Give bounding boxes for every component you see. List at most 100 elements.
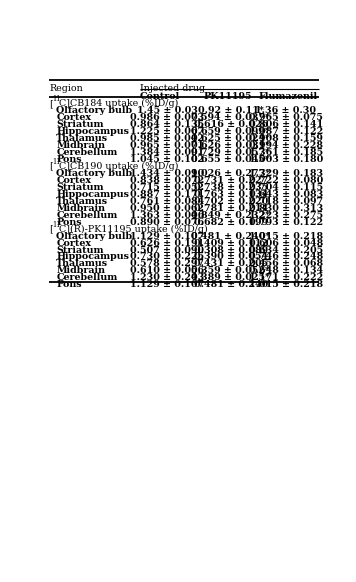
Text: 0.781 ± 0.214: 0.781 ± 0.214: [194, 204, 268, 212]
Text: 1.129 ± 0.107: 1.129 ± 0.107: [130, 232, 204, 240]
Text: 0.793 ± 0.122: 0.793 ± 0.122: [249, 218, 323, 226]
Text: 0.481 ± 0.240*: 0.481 ± 0.240*: [191, 232, 270, 240]
Text: 1.363 ± 0.046: 1.363 ± 0.046: [130, 211, 204, 219]
Text: C]CB190 uptake (%ID/g): C]CB190 uptake (%ID/g): [59, 162, 178, 171]
Text: 1.003 ± 0.180: 1.003 ± 0.180: [249, 155, 323, 164]
Text: 1.230 ± 0.243: 1.230 ± 0.243: [130, 274, 204, 282]
Text: 0.578 ± 0.297: 0.578 ± 0.297: [130, 260, 204, 268]
Text: 1.225 ± 0.067: 1.225 ± 0.067: [130, 127, 204, 136]
Text: 1.129 ± 0.107: 1.129 ± 0.107: [130, 281, 204, 289]
Text: Midbrain: Midbrain: [56, 267, 105, 275]
Text: 0.729 ± 0.057*: 0.729 ± 0.057*: [191, 148, 270, 157]
Text: 0.625 ± 0.024*: 0.625 ± 0.024*: [191, 134, 270, 143]
Text: Midbrain: Midbrain: [56, 141, 105, 150]
Text: 11: 11: [52, 95, 61, 104]
Text: 0.626 ± 0.031*: 0.626 ± 0.031*: [191, 141, 270, 150]
Text: C](R)-PK11195 uptake (%ID/g): C](R)-PK11195 uptake (%ID/g): [59, 225, 207, 233]
Text: 0.507 ± 0.090: 0.507 ± 0.090: [130, 246, 204, 254]
Text: 0.986 ± 0.073: 0.986 ± 0.073: [130, 113, 204, 122]
Text: 0.965 ± 0.075: 0.965 ± 0.075: [249, 113, 323, 122]
Text: Cortex: Cortex: [56, 113, 91, 122]
Text: Cerebellum: Cerebellum: [56, 274, 117, 282]
Text: 0.715 ± 0.052: 0.715 ± 0.052: [130, 183, 204, 192]
Text: Olfactory bulb: Olfactory bulb: [56, 232, 132, 240]
Text: 1.045 ± 0.102: 1.045 ± 0.102: [130, 155, 204, 164]
Text: Injected drug: Injected drug: [140, 84, 205, 93]
Text: 0.659 ± 0.099*: 0.659 ± 0.099*: [192, 127, 270, 136]
Text: [: [: [49, 99, 53, 108]
Text: Region: Region: [49, 84, 83, 93]
Text: Pons: Pons: [56, 218, 82, 226]
Text: Flumazenil: Flumazenil: [258, 93, 318, 101]
Text: Thalamus: Thalamus: [56, 260, 109, 268]
Text: 0.864 ± 0.135: 0.864 ± 0.135: [130, 120, 204, 129]
Text: Midbrain: Midbrain: [56, 204, 105, 212]
Text: 1.171 ± 0.222: 1.171 ± 0.222: [249, 274, 323, 282]
Text: Striatum: Striatum: [56, 183, 104, 192]
Text: 0.481 ± 0.240: 0.481 ± 0.240: [194, 281, 268, 289]
Text: 0.409 ± 0.112: 0.409 ± 0.112: [194, 239, 268, 247]
Text: 0.890 ± 0.076: 0.890 ± 0.076: [130, 218, 204, 226]
Text: 1.384 ± 0.091: 1.384 ± 0.091: [130, 148, 204, 157]
Text: 11: 11: [52, 158, 61, 166]
Text: 1.361 ± 0.185: 1.361 ± 0.185: [249, 148, 323, 157]
Text: 0.359 ± 0.052*: 0.359 ± 0.052*: [191, 267, 270, 275]
Text: 1.015 ± 0.218: 1.015 ± 0.218: [249, 232, 323, 240]
Text: 0.702 ± 0.220: 0.702 ± 0.220: [194, 197, 268, 205]
Text: Cortex: Cortex: [56, 239, 91, 247]
Text: Striatum: Striatum: [56, 120, 104, 129]
Text: Cortex: Cortex: [56, 176, 91, 185]
Text: 1.015 ± 0.218: 1.015 ± 0.218: [249, 281, 323, 289]
Text: 0.634 ± 0.205: 0.634 ± 0.205: [249, 246, 323, 254]
Text: Hippocampus: Hippocampus: [56, 253, 129, 261]
Text: 0.308 ± 0.089: 0.308 ± 0.089: [194, 246, 268, 254]
Text: 0.682 ± 0.199: 0.682 ± 0.199: [194, 218, 268, 226]
Text: 0.606 ± 0.048: 0.606 ± 0.048: [249, 239, 323, 247]
Text: 0.849 ± 0.232*: 0.849 ± 0.232*: [191, 211, 270, 219]
Text: Thalamus: Thalamus: [56, 197, 109, 205]
Text: 1.36 ± 0.30: 1.36 ± 0.30: [255, 106, 316, 115]
Text: 1.434 ± 0.090: 1.434 ± 0.090: [130, 169, 204, 178]
Text: 0.830 ± 0.313: 0.830 ± 0.313: [249, 204, 323, 212]
Text: 0.648 ± 0.134: 0.648 ± 0.134: [249, 267, 323, 275]
Text: 0.594 ± 0.037*: 0.594 ± 0.037*: [191, 113, 270, 122]
Text: Striatum: Striatum: [56, 246, 104, 254]
Text: 0.610 ± 0.056: 0.610 ± 0.056: [130, 267, 204, 275]
Text: Cerebellum: Cerebellum: [56, 211, 117, 219]
Text: 0.655 ± 0.045*: 0.655 ± 0.045*: [191, 155, 270, 164]
Text: 0.616 ± 0.026: 0.616 ± 0.026: [194, 120, 268, 129]
Text: 0.994 ± 0.228: 0.994 ± 0.228: [249, 141, 323, 150]
Text: 0.746 ± 0.248: 0.746 ± 0.248: [249, 253, 323, 261]
Text: 1.45 ± 0.03: 1.45 ± 0.03: [137, 106, 198, 115]
Text: 0.950 ± 0.062: 0.950 ± 0.062: [130, 204, 204, 212]
Text: C]CB184 uptake (%ID/g): C]CB184 uptake (%ID/g): [59, 99, 178, 108]
Text: 0.806 ± 0.141: 0.806 ± 0.141: [249, 120, 323, 129]
Text: [: [: [49, 225, 53, 233]
Text: 0.738 ± 0.235: 0.738 ± 0.235: [194, 183, 268, 192]
Text: 0.718 ± 0.097: 0.718 ± 0.097: [249, 197, 323, 205]
Text: 11: 11: [52, 221, 61, 229]
Text: Thalamus: Thalamus: [56, 134, 109, 143]
Text: 0.838 ± 0.072: 0.838 ± 0.072: [130, 176, 204, 185]
Text: Olfactory bulb: Olfactory bulb: [56, 169, 132, 178]
Text: PK11195: PK11195: [203, 93, 252, 101]
Text: 1.223 ± 0.275: 1.223 ± 0.275: [249, 211, 323, 219]
Text: 1.026 ± 0.277*: 1.026 ± 0.277*: [191, 169, 270, 178]
Text: 0.887 ± 0.171: 0.887 ± 0.171: [130, 190, 204, 198]
Text: 1.087 ± 0.122: 1.087 ± 0.122: [249, 127, 323, 136]
Text: 0.431 ± 0.205: 0.431 ± 0.205: [194, 260, 268, 268]
Text: Hippocampus: Hippocampus: [56, 190, 129, 198]
Text: Olfactory bulb: Olfactory bulb: [56, 106, 132, 115]
Text: 0.763 ± 0.134: 0.763 ± 0.134: [194, 190, 268, 198]
Text: Hippocampus: Hippocampus: [56, 127, 129, 136]
Text: 0.985 ± 0.042: 0.985 ± 0.042: [130, 134, 204, 143]
Text: 0.456 ± 0.068: 0.456 ± 0.068: [249, 260, 323, 268]
Text: 0.731 ± 0.227: 0.731 ± 0.227: [194, 176, 268, 185]
Text: 0.730 ± 0.225: 0.730 ± 0.225: [130, 253, 204, 261]
Text: Pons: Pons: [56, 155, 82, 164]
Text: 0.722 ± 0.080: 0.722 ± 0.080: [249, 176, 323, 185]
Text: Pons: Pons: [56, 281, 82, 289]
Text: 0.389 ± 0.025*: 0.389 ± 0.025*: [191, 274, 270, 282]
Text: 1.329 ± 0.183: 1.329 ± 0.183: [249, 169, 323, 178]
Text: [: [: [49, 162, 53, 171]
